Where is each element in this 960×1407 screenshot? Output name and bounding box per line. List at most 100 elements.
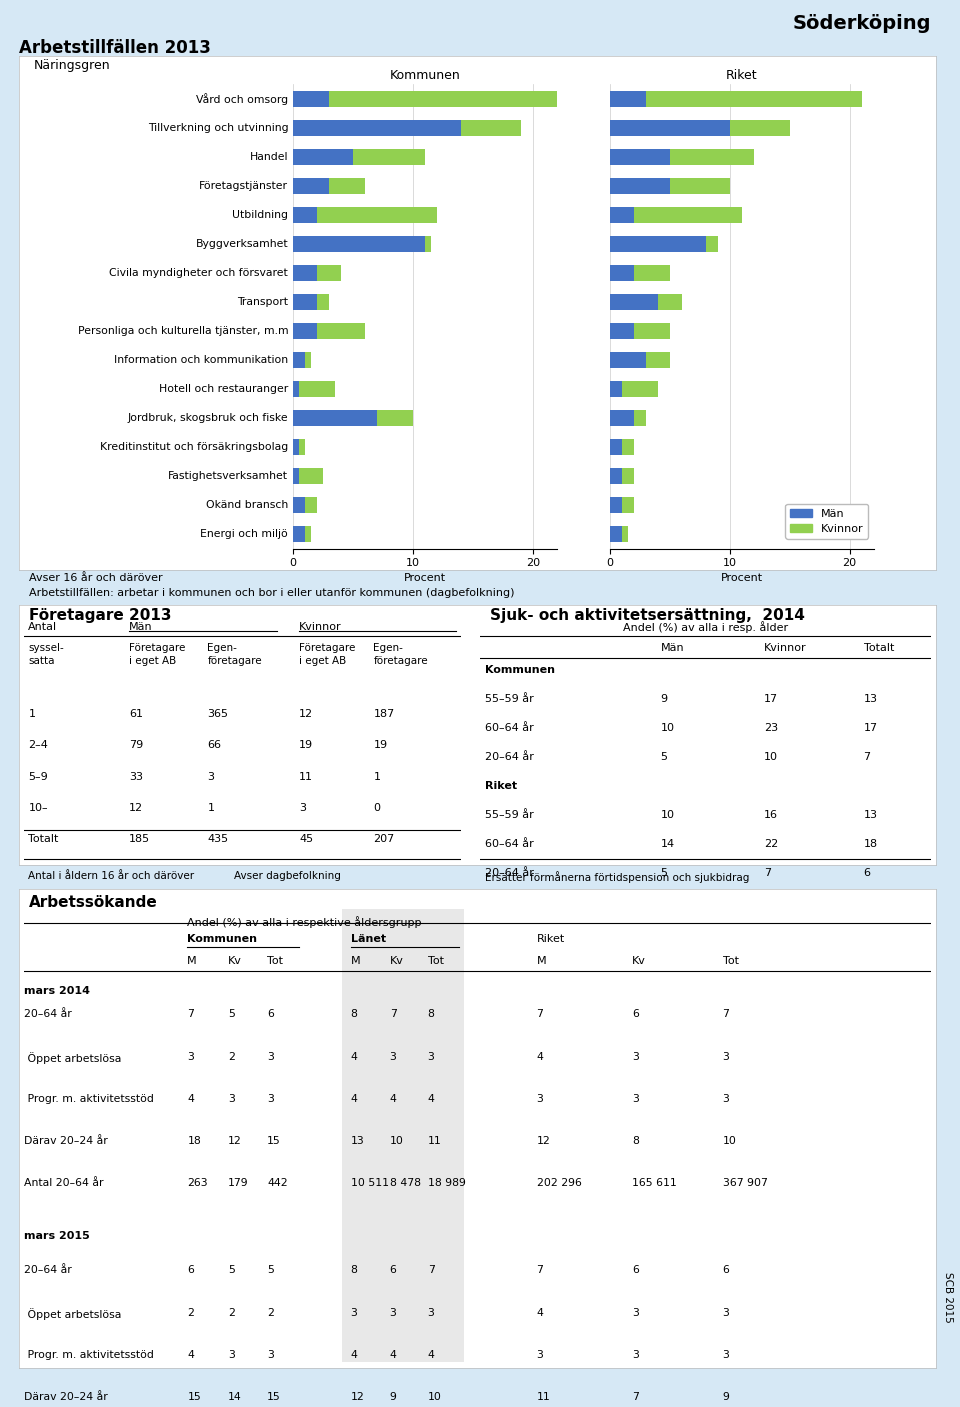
Text: 3: 3: [723, 1349, 730, 1359]
Text: 18: 18: [864, 840, 877, 850]
Text: 60–64 år: 60–64 år: [485, 723, 533, 733]
Bar: [610, 91, 645, 107]
Bar: [610, 324, 634, 339]
Text: Söderköping: Söderköping: [793, 14, 931, 34]
Text: Andel (%) av alla i resp. ålder: Andel (%) av alla i resp. ålder: [623, 622, 788, 633]
Text: 3: 3: [228, 1349, 235, 1359]
Bar: [610, 352, 645, 369]
Text: 3: 3: [632, 1307, 638, 1317]
Text: Civila myndigheter och försvaret: Civila myndigheter och försvaret: [109, 269, 288, 279]
Bar: [670, 149, 754, 165]
Bar: [293, 120, 461, 136]
Text: Företagare 2013: Företagare 2013: [29, 608, 171, 623]
Text: Tot: Tot: [723, 957, 738, 967]
Text: Vård och omsorg: Vård och omsorg: [196, 93, 288, 106]
Text: 5: 5: [267, 1265, 274, 1276]
Text: mars 2015: mars 2015: [24, 1231, 89, 1241]
Text: 367 907: 367 907: [723, 1178, 767, 1188]
Text: 5: 5: [660, 868, 667, 878]
Bar: [634, 411, 645, 426]
Text: Okänd bransch: Okänd bransch: [206, 501, 288, 511]
Text: 3: 3: [428, 1307, 435, 1317]
Bar: [317, 324, 365, 339]
Bar: [293, 294, 317, 310]
Text: 3: 3: [723, 1093, 730, 1103]
Text: 4: 4: [428, 1093, 435, 1103]
Text: Företagare
i eget AB: Företagare i eget AB: [129, 643, 185, 666]
Text: 33: 33: [129, 771, 143, 781]
Text: 13: 13: [864, 694, 877, 704]
Text: 4: 4: [390, 1093, 396, 1103]
Text: 10: 10: [428, 1392, 442, 1401]
Text: 79: 79: [129, 740, 143, 750]
Text: 3: 3: [390, 1051, 396, 1062]
Bar: [610, 294, 658, 310]
Text: 20–64 år: 20–64 år: [485, 753, 534, 763]
Text: 22: 22: [764, 840, 779, 850]
Bar: [305, 352, 311, 369]
Text: 11: 11: [537, 1392, 550, 1401]
Bar: [610, 469, 622, 484]
Text: 14: 14: [228, 1392, 242, 1401]
Text: 61: 61: [129, 709, 143, 719]
Bar: [610, 236, 706, 252]
Text: Fastighetsverksamhet: Fastighetsverksamhet: [168, 471, 288, 481]
Text: 12: 12: [129, 803, 143, 813]
Text: 16: 16: [764, 810, 779, 820]
Text: 365: 365: [207, 709, 228, 719]
Text: 1: 1: [373, 771, 380, 781]
Text: 6: 6: [864, 868, 871, 878]
Bar: [328, 179, 365, 194]
Text: 6: 6: [267, 1009, 274, 1020]
Text: 4: 4: [350, 1051, 357, 1062]
Text: 20–64 år: 20–64 år: [24, 1009, 72, 1020]
Text: 19: 19: [373, 740, 388, 750]
Bar: [622, 439, 634, 454]
Text: 2: 2: [187, 1307, 194, 1317]
Text: 17: 17: [764, 694, 779, 704]
Bar: [293, 236, 425, 252]
Bar: [610, 439, 622, 454]
Bar: [293, 497, 305, 514]
Bar: [293, 324, 317, 339]
Text: Progr. m. aktivitetsstöd: Progr. m. aktivitetsstöd: [24, 1093, 154, 1103]
Text: Kreditinstitut och försäkringsbolag: Kreditinstitut och försäkringsbolag: [100, 442, 288, 452]
Text: 185: 185: [129, 834, 150, 844]
Text: Arbetstillfällen 2013: Arbetstillfällen 2013: [19, 39, 211, 58]
Text: 6: 6: [632, 1009, 638, 1020]
Title: Riket: Riket: [726, 69, 757, 82]
Title: Kommunen: Kommunen: [390, 69, 460, 82]
Text: 4: 4: [390, 1349, 396, 1359]
Text: 12: 12: [350, 1392, 365, 1401]
Text: Kv: Kv: [228, 957, 242, 967]
Text: Näringsgren: Näringsgren: [34, 59, 110, 72]
Text: 12: 12: [537, 1135, 550, 1145]
Text: 179: 179: [228, 1178, 249, 1188]
Text: 18 989: 18 989: [428, 1178, 466, 1188]
Text: Öppet arbetslösa: Öppet arbetslösa: [24, 1051, 121, 1064]
Text: 13: 13: [350, 1135, 365, 1145]
Text: 187: 187: [373, 709, 395, 719]
Bar: [610, 265, 634, 281]
Bar: [634, 207, 741, 222]
Text: 23: 23: [764, 723, 779, 733]
Text: Sjuk- och aktivitetsersättning,  2014: Sjuk- och aktivitetsersättning, 2014: [490, 608, 804, 623]
Text: 3: 3: [187, 1051, 194, 1062]
Text: Tot: Tot: [267, 957, 283, 967]
Bar: [305, 497, 317, 514]
Text: 3: 3: [350, 1307, 357, 1317]
Text: Andel (%) av alla i respektive åldersgrupp: Andel (%) av alla i respektive åldersgru…: [187, 916, 421, 927]
Text: 7: 7: [537, 1009, 543, 1020]
Text: 1: 1: [207, 803, 214, 813]
Text: 55–59 år: 55–59 år: [485, 694, 533, 704]
Text: Företagare
i eget AB: Företagare i eget AB: [300, 643, 355, 666]
Text: Kvinnor: Kvinnor: [764, 643, 807, 653]
Text: 3: 3: [537, 1349, 543, 1359]
Text: 435: 435: [207, 834, 228, 844]
Bar: [610, 179, 670, 194]
Text: 165 611: 165 611: [632, 1178, 677, 1188]
Text: Tillverkning och utvinning: Tillverkning och utvinning: [148, 122, 288, 132]
Text: 263: 263: [187, 1178, 208, 1188]
Text: 1: 1: [29, 709, 36, 719]
Bar: [293, 469, 299, 484]
